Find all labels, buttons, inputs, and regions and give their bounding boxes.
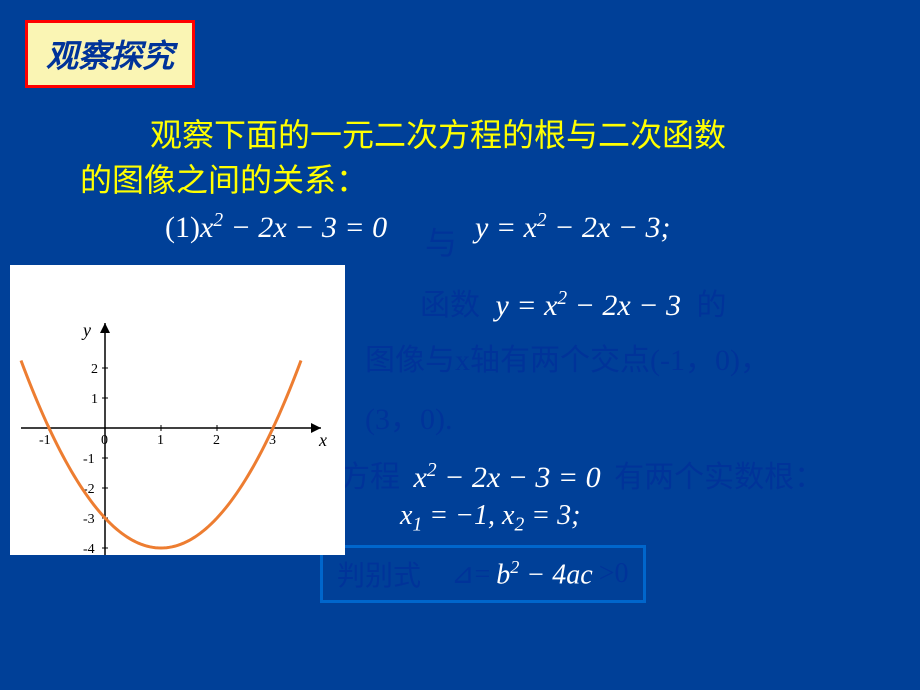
analysis-4b: 有两个实数根： bbox=[614, 461, 824, 494]
svg-text:1: 1 bbox=[157, 433, 164, 448]
svg-text:2: 2 bbox=[91, 362, 98, 377]
svg-text:1: 1 bbox=[91, 392, 98, 407]
svg-text:-4: -4 bbox=[83, 542, 95, 555]
svg-text:-3: -3 bbox=[83, 512, 95, 527]
svg-text:2: 2 bbox=[213, 433, 220, 448]
svg-text:y: y bbox=[81, 320, 91, 340]
discriminant-result: >0 bbox=[599, 558, 629, 590]
discriminant-label: 判别式 bbox=[337, 554, 421, 594]
discriminant-formula: b2 − 4ac bbox=[496, 557, 592, 591]
analysis-line4: 方程 x2 − 2x − 3 = 0 有两个实数根： bbox=[340, 452, 824, 496]
discriminant-box: 判别式 ⊿= b2 − 4ac >0 bbox=[320, 545, 646, 603]
equation-lhs: (1)x2 − 2x − 3 = 0 bbox=[165, 210, 387, 245]
parabola-chart: -10123-4-3-2-112xy bbox=[10, 265, 345, 555]
svg-text:-1: -1 bbox=[39, 433, 51, 448]
svg-text:-1: -1 bbox=[83, 452, 95, 467]
svg-text:x: x bbox=[318, 430, 327, 450]
chart-svg: -10123-4-3-2-112xy bbox=[10, 265, 345, 555]
svg-text:0: 0 bbox=[101, 433, 108, 448]
equation-connector: 与 bbox=[425, 218, 457, 264]
title-text: 观察探究 bbox=[46, 38, 174, 74]
eq-prefix: (1) bbox=[165, 211, 200, 244]
analysis-line1: 函数 y = x2 − 2x − 3 的 bbox=[420, 280, 726, 324]
discriminant-delta: ⊿= bbox=[451, 557, 490, 591]
analysis-line3: (3，0). bbox=[365, 394, 452, 438]
analysis-1-eq: y = x2 − 2x − 3 bbox=[496, 289, 681, 322]
analysis-1a: 函数 bbox=[420, 289, 480, 322]
equation-rhs: y = x2 − 2x − 3; bbox=[475, 210, 670, 245]
intro-line1: 观察下面的一元二次方程的根与二次函数 bbox=[150, 110, 726, 156]
analysis-1c: 的 bbox=[696, 289, 726, 322]
analysis-4-eq: x2 − 2x − 3 = 0 bbox=[414, 461, 601, 494]
analysis-4a: 方程 bbox=[340, 461, 400, 494]
analysis-line2: 图像与x轴有两个交点(-1，0)， bbox=[365, 335, 770, 379]
title-box: 观察探究 bbox=[25, 20, 195, 88]
intro-line2: 的图像之间的关系： bbox=[80, 155, 368, 201]
eq-lhs-content: x2 − 2x − 3 = 0 bbox=[200, 211, 387, 244]
roots-eq: x1 = −1, x2 = 3; bbox=[400, 500, 580, 537]
